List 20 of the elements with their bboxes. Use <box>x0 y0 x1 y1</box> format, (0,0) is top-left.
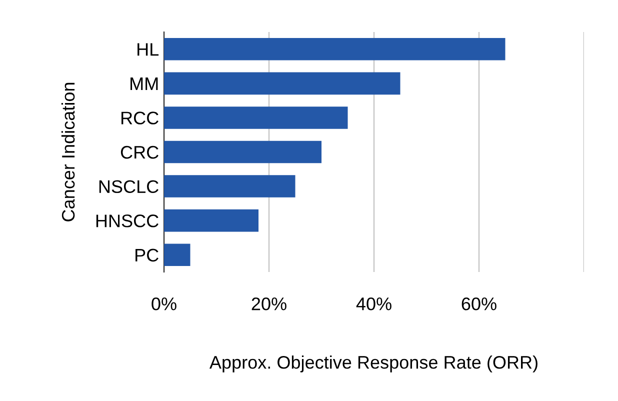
x-tick-label: 0% <box>152 297 176 310</box>
bar <box>164 140 322 164</box>
bar <box>164 209 258 232</box>
y-tick-label: MM <box>130 78 158 90</box>
y-tick-label: PC <box>136 248 158 262</box>
bar <box>164 175 296 198</box>
x-tick-label: 40% <box>356 297 392 310</box>
x-tick-label: 60% <box>462 297 496 310</box>
y-axis-title: Cancer Indication <box>61 82 75 222</box>
bar <box>164 72 400 95</box>
y-tick-label: HL <box>138 43 159 56</box>
x-axis-title: Approx. Objective Response Rate (ORR) <box>209 356 538 372</box>
bar <box>164 38 506 60</box>
y-tick-label: CRC <box>120 146 158 159</box>
y-tick-label: NSCLC <box>99 180 158 194</box>
y-tick-label: RCC <box>122 112 158 124</box>
bar <box>164 106 348 129</box>
bar <box>164 244 190 266</box>
x-tick-label: 20% <box>252 297 286 310</box>
y-tick-label: HNSCC <box>96 214 158 228</box>
